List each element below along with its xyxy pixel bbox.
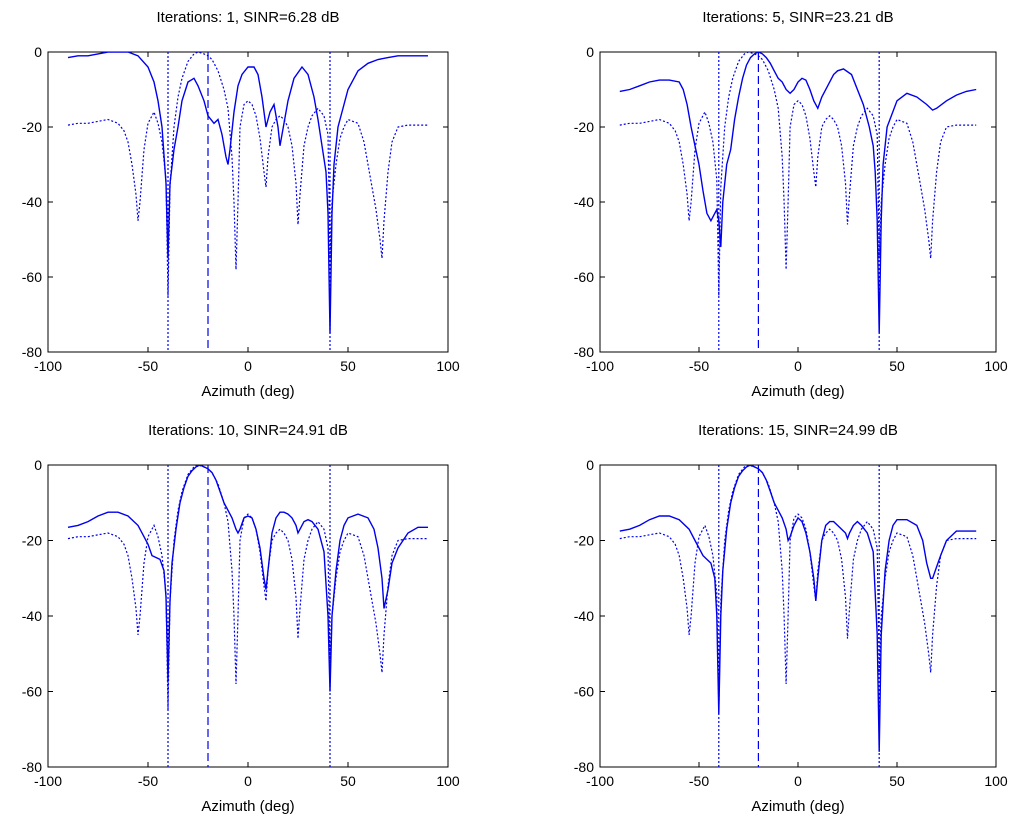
x-tick-label: -50 bbox=[138, 358, 158, 374]
y-tick-label: -60 bbox=[22, 269, 42, 285]
plot-title: Iterations: 5, SINR=23.21 dB bbox=[702, 9, 893, 26]
y-tick-label: -20 bbox=[22, 119, 42, 135]
x-tick-label: 50 bbox=[889, 773, 905, 789]
y-tick-label: -20 bbox=[574, 533, 594, 549]
x-tick-label: 0 bbox=[794, 773, 802, 789]
plot-frame bbox=[47, 464, 449, 768]
x-tick-label: 0 bbox=[244, 358, 252, 374]
series-line-solid bbox=[619, 52, 977, 334]
x-tick-label: 100 bbox=[984, 773, 1008, 789]
subplot-1: Iterations: 1, SINR=6.28 dB -100 -50 0 50 100… bbox=[22, 9, 460, 400]
series-line-dotted bbox=[619, 52, 977, 296]
y-tick-label: 0 bbox=[586, 457, 594, 473]
series-line-solid bbox=[67, 52, 428, 334]
x-tick-label: -50 bbox=[689, 358, 709, 374]
x-axis-label: Azimuth (deg) bbox=[751, 383, 844, 400]
x-tick-label: -100 bbox=[586, 773, 614, 789]
x-tick-label: -50 bbox=[689, 773, 709, 789]
x-tick-label: 0 bbox=[794, 358, 802, 374]
x-tick-label: -100 bbox=[34, 358, 62, 374]
y-tick-label: -60 bbox=[22, 684, 42, 700]
series-line-dotted bbox=[67, 465, 428, 711]
y-tick-label: -80 bbox=[22, 344, 42, 360]
y-tick-label: 0 bbox=[34, 457, 42, 473]
y-tick-label: -80 bbox=[22, 759, 42, 775]
y-tick-label: 0 bbox=[586, 44, 594, 60]
x-axis-label: Azimuth (deg) bbox=[201, 383, 294, 400]
series-line-dotted bbox=[67, 52, 428, 296]
y-tick-label: -20 bbox=[574, 119, 594, 135]
y-tick-label: -60 bbox=[574, 269, 594, 285]
plot-frame bbox=[599, 51, 997, 353]
y-tick-label: -60 bbox=[574, 684, 594, 700]
y-tick-label: -80 bbox=[574, 759, 594, 775]
y-tick-label: -40 bbox=[574, 194, 594, 210]
x-tick-label: 50 bbox=[340, 773, 356, 789]
plot-frame bbox=[599, 464, 997, 768]
y-tick-label: -80 bbox=[574, 344, 594, 360]
x-axis-label: Azimuth (deg) bbox=[201, 798, 294, 815]
x-tick-label: -100 bbox=[34, 773, 62, 789]
y-tick-label: -20 bbox=[22, 533, 42, 549]
x-tick-label: -100 bbox=[586, 358, 614, 374]
y-tick-label: 0 bbox=[34, 44, 42, 60]
x-tick-label: 0 bbox=[244, 773, 252, 789]
plot-title: Iterations: 1, SINR=6.28 dB bbox=[156, 9, 339, 26]
x-tick-label: 100 bbox=[436, 358, 460, 374]
subplot-2: Iterations: 5, SINR=23.21 dB -100 -50 0 50 10… bbox=[574, 9, 1008, 400]
y-tick-label: -40 bbox=[22, 608, 42, 624]
series-line-solid bbox=[619, 465, 977, 752]
series-line-solid bbox=[67, 465, 428, 692]
x-tick-label: 100 bbox=[984, 358, 1008, 374]
series-line-dotted bbox=[619, 465, 977, 711]
x-tick-label: 50 bbox=[889, 358, 905, 374]
x-tick-label: 50 bbox=[340, 358, 356, 374]
subplot-4: Iterations: 15, SINR=24.99 dB -100 -50 0 50 1… bbox=[574, 422, 1008, 815]
y-tick-label: -40 bbox=[22, 194, 42, 210]
x-tick-label: -50 bbox=[138, 773, 158, 789]
subplot-3: Iterations: 10, SINR=24.91 dB -100 -50 0 50 1… bbox=[22, 422, 460, 815]
plot-title: Iterations: 15, SINR=24.99 dB bbox=[698, 422, 898, 439]
x-tick-label: 100 bbox=[436, 773, 460, 789]
y-tick-label: -40 bbox=[574, 608, 594, 624]
x-axis-label: Azimuth (deg) bbox=[751, 798, 844, 815]
plot-frame bbox=[47, 51, 449, 353]
plot-title: Iterations: 10, SINR=24.91 dB bbox=[148, 422, 348, 439]
